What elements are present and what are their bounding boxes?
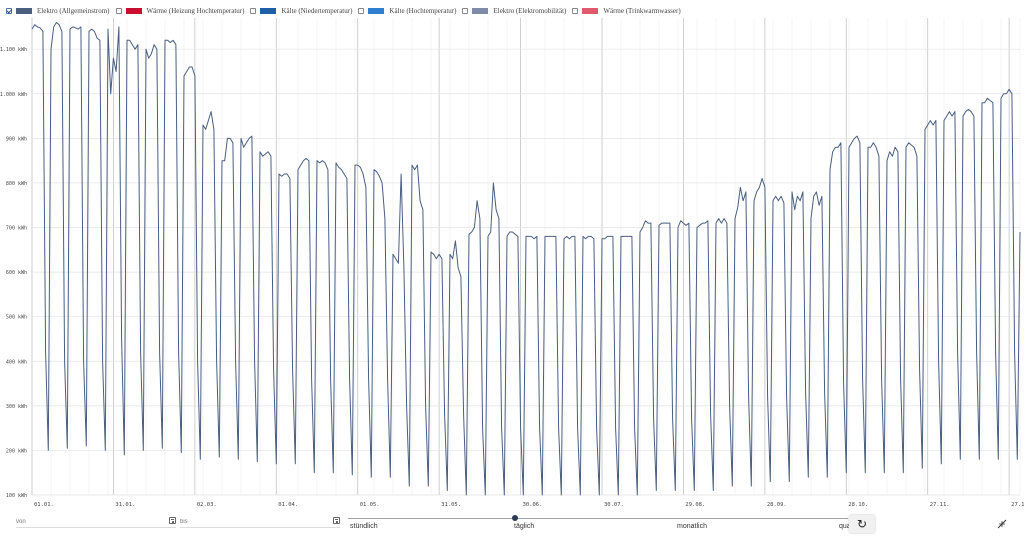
x-tick-label: 01.04. <box>278 502 298 508</box>
y-tick-label: 800 kWh <box>6 181 27 187</box>
x-tick-label: 31.01. <box>115 502 135 508</box>
granularity-hourly[interactable]: stündlich <box>350 523 378 530</box>
y-tick-label: 1.100 kWh <box>0 47 27 53</box>
legend-checkbox[interactable] <box>462 8 469 14</box>
date-to-field[interactable] <box>180 517 340 528</box>
legend-checkbox[interactable] <box>358 8 365 14</box>
legend-item[interactable]: Kälte (Hochtemperatur) <box>358 7 456 15</box>
legend-checkbox[interactable] <box>250 8 257 14</box>
chart-legend: Elektro (Allgemeinstrom) Wärme (Heizung H… <box>6 4 687 18</box>
y-tick-label: 500 kWh <box>6 315 27 321</box>
legend-item[interactable]: Wärme (Trinkwarmwasser) <box>572 7 681 15</box>
date-to-input[interactable] <box>180 519 340 525</box>
y-tick-label: 900 kWh <box>6 136 27 142</box>
y-tick-label: 100 kWh <box>6 493 27 499</box>
legend-checkbox[interactable] <box>115 8 122 14</box>
date-from-input[interactable] <box>16 519 176 525</box>
x-tick-label: 27.12. <box>1011 502 1024 508</box>
legend-swatch <box>16 8 32 14</box>
legend-swatch <box>368 8 385 14</box>
date-from-field[interactable] <box>16 517 176 528</box>
y-tick-label: 400 kWh <box>6 359 27 365</box>
legend-swatch <box>125 8 142 14</box>
x-tick-label: 28.09. <box>767 502 787 508</box>
legend-item[interactable]: Kälte (Niedertemperatur) <box>250 7 352 15</box>
y-tick-label: 1.000 kWh <box>0 92 27 98</box>
legend-item[interactable]: Elektro (Elektromobilität) <box>462 7 566 15</box>
legend-swatch <box>260 8 277 14</box>
reset-icon: ↻ <box>856 517 868 531</box>
legend-item[interactable]: Elektro (Allgemeinstrom) <box>6 7 110 15</box>
legend-swatch <box>472 8 489 14</box>
legend-item[interactable]: Wärme (Heizung Hochtemperatur) <box>115 7 245 15</box>
x-tick-label: 01.01. <box>34 502 54 508</box>
y-tick-label: 300 kWh <box>6 404 27 410</box>
legend-label: Wärme (Heizung Hochtemperatur) <box>146 7 245 15</box>
x-tick-label: 29.08. <box>685 502 705 508</box>
legend-label: Kälte (Niedertemperatur) <box>281 7 353 15</box>
legend-checkbox[interactable] <box>6 8 12 14</box>
y-tick-label: 600 kWh <box>6 270 27 276</box>
series-line <box>31 22 1021 496</box>
x-tick-label: 02.03. <box>197 502 217 508</box>
collapse-icon[interactable] <box>996 518 1008 530</box>
chart-controls: stündlich täglich monatlich quartal ↻ <box>0 512 1024 545</box>
legend-label: Elektro (Allgemeinstrom) <box>37 7 110 15</box>
granularity-quarterly[interactable]: quartal <box>839 523 849 530</box>
legend-label: Wärme (Trinkwarmwasser) <box>603 7 681 15</box>
x-tick-label: 28.10. <box>848 502 868 508</box>
reset-zoom-button[interactable]: ↻ <box>849 515 875 533</box>
legend-label: Kälte (Hochtemperatur) <box>389 7 457 15</box>
calendar-icon[interactable] <box>169 517 176 524</box>
granularity-slider-knob[interactable] <box>512 515 518 521</box>
line-chart: 100 kWh 200 kWh 300 kWh 400 kWh 500 kWh 600 k… <box>0 18 1024 508</box>
granularity-slider-track[interactable] <box>348 518 848 519</box>
legend-label: Elektro (Elektromobilität) <box>493 7 567 15</box>
legend-checkbox[interactable] <box>572 8 579 14</box>
y-tick-label: 200 kWh <box>6 448 27 454</box>
x-tick-label: 30.07. <box>604 502 624 508</box>
calendar-icon[interactable] <box>333 517 340 524</box>
y-tick-label: 700 kWh <box>6 226 27 232</box>
granularity-monthly[interactable]: monatlich <box>677 523 707 530</box>
x-tick-label: 31.05. <box>441 502 461 508</box>
x-tick-label: 01.05. <box>360 502 380 508</box>
legend-swatch <box>582 8 599 14</box>
granularity-daily[interactable]: täglich <box>514 523 535 530</box>
x-tick-label: 27.11. <box>930 502 950 508</box>
x-tick-label: 30.06. <box>523 502 543 508</box>
